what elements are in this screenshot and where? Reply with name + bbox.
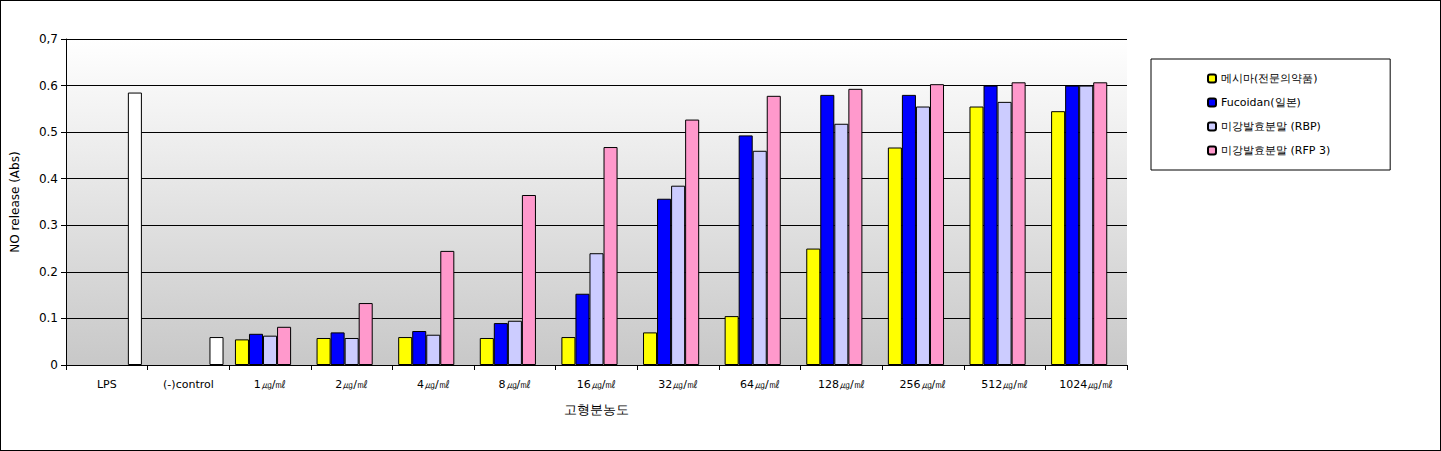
svg-text:1024㎍/㎖: 1024㎍/㎖	[1059, 378, 1113, 391]
svg-text:(-)control: (-)control	[163, 378, 214, 391]
svg-text:NO release (Abs): NO release (Abs)	[8, 151, 22, 252]
svg-text:4㎍/㎖: 4㎍/㎖	[417, 378, 450, 391]
svg-text:미강발효분말 (RBP): 미강발효분말 (RBP)	[1221, 120, 1321, 133]
svg-text:0.1: 0.1	[39, 311, 58, 325]
svg-text:1㎍/㎖: 1㎍/㎖	[254, 378, 287, 391]
svg-text:고형분농도: 고형분농도	[564, 402, 629, 417]
svg-text:32㎍/㎖: 32㎍/㎖	[658, 378, 698, 391]
svg-text:0.5: 0.5	[39, 125, 58, 139]
svg-text:0,7: 0,7	[39, 32, 58, 46]
svg-text:0.3: 0.3	[39, 218, 58, 232]
svg-text:8㎍/㎖: 8㎍/㎖	[499, 378, 532, 391]
svg-text:0.2: 0.2	[39, 265, 58, 279]
svg-text:2㎍/㎖: 2㎍/㎖	[335, 378, 368, 391]
svg-text:128㎍/㎖: 128㎍/㎖	[818, 378, 865, 391]
svg-text:64㎍/㎖: 64㎍/㎖	[740, 378, 780, 391]
svg-text:0.6: 0.6	[39, 79, 58, 93]
svg-text:0: 0	[50, 358, 58, 372]
svg-text:LPS: LPS	[97, 378, 117, 391]
svg-text:Fucoidan(일본): Fucoidan(일본)	[1221, 96, 1301, 109]
svg-text:0.4: 0.4	[39, 172, 58, 186]
svg-text:미강발효분말 (RFP 3): 미강발효분말 (RFP 3)	[1221, 144, 1330, 157]
svg-text:512㎍/㎖: 512㎍/㎖	[981, 378, 1028, 391]
svg-text:메시마(전문의약품): 메시마(전문의약품)	[1221, 72, 1318, 85]
svg-text:256㎍/㎖: 256㎍/㎖	[900, 378, 947, 391]
svg-text:16㎍/㎖: 16㎍/㎖	[577, 378, 617, 391]
